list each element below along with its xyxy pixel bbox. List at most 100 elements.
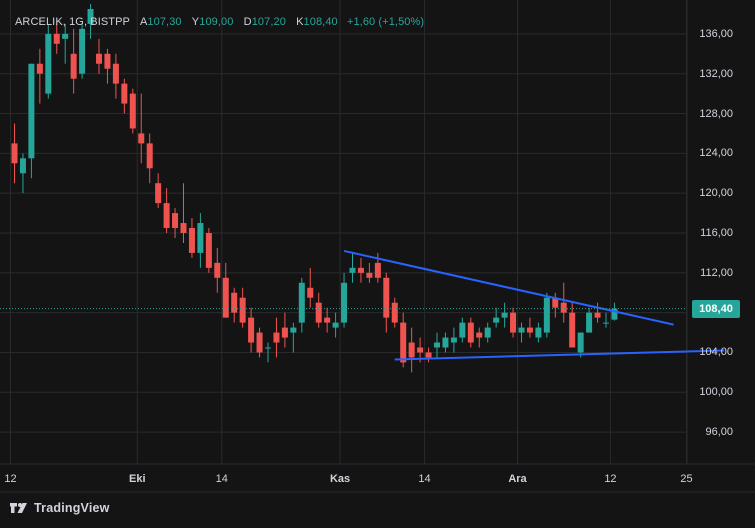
candle (163, 188, 170, 233)
candle (408, 327, 415, 373)
candle-body (560, 302, 567, 313)
candle-body (197, 223, 204, 253)
symbol-name[interactable]: ARCELIK, 1G, BISTPP (15, 16, 130, 28)
candle-body (586, 312, 593, 333)
candle-body (188, 228, 195, 253)
x-tick-label: 25 (680, 473, 693, 485)
candle (425, 347, 432, 363)
candle-body (205, 233, 212, 268)
tradingview-logo-icon (10, 503, 27, 513)
candle-body (307, 287, 314, 298)
trendline-upper[interactable] (343, 249, 674, 326)
candle (290, 322, 297, 353)
candles (11, 4, 618, 373)
candle-body (408, 342, 415, 358)
candle-body (535, 327, 542, 338)
candle (543, 292, 550, 338)
open-value: 107,30 (147, 16, 182, 28)
candle (315, 292, 322, 328)
candle-body (172, 213, 179, 229)
high-label: Y (191, 16, 200, 28)
candle (36, 48, 43, 104)
candle (586, 307, 593, 333)
candle (62, 23, 69, 64)
low-value: 107,20 (251, 16, 286, 28)
candle-body (611, 308, 618, 320)
candle (560, 282, 567, 323)
candle (231, 287, 238, 323)
candle-body (417, 347, 424, 353)
candle-body (332, 322, 339, 328)
grid-lines (0, 0, 687, 464)
candle-body (138, 133, 145, 144)
x-tick-label: 14 (215, 473, 228, 485)
candle (332, 312, 339, 338)
candle-body (11, 143, 18, 164)
candle-body (265, 347, 271, 349)
candle-body (526, 327, 533, 333)
candle-body (510, 312, 517, 333)
candle-body (62, 33, 69, 39)
candle-body (19, 158, 26, 174)
candle (552, 292, 559, 318)
y-tick-label: 124,00 (699, 147, 733, 160)
candle-body (155, 183, 162, 204)
candle-body (36, 63, 43, 74)
candle (172, 208, 179, 238)
candle-body (434, 342, 440, 348)
candle (214, 247, 221, 293)
candle (442, 332, 449, 353)
candle-body (231, 292, 238, 313)
candle-body (341, 282, 348, 323)
candle (45, 23, 52, 99)
candle-body (315, 302, 322, 323)
candle-body (476, 332, 483, 338)
symbol-legend[interactable]: ARCELIK, 1G, BISTPP A107,30 Y109,00 D107… (15, 16, 424, 28)
candle (391, 297, 398, 328)
candle (577, 332, 584, 358)
trendlines[interactable] (343, 249, 725, 361)
candle-body (121, 83, 128, 104)
candle (467, 317, 474, 348)
candle (239, 287, 246, 328)
close-label: K (296, 16, 304, 28)
open-label: A (139, 16, 148, 28)
candle-body (273, 332, 280, 343)
y-tick-label: 132,00 (699, 67, 733, 80)
candle-body (459, 322, 466, 338)
candle-body (493, 317, 500, 323)
candle-body (239, 297, 246, 323)
trendline-lower[interactable] (394, 349, 725, 361)
candle-body (450, 337, 457, 343)
candle (298, 277, 305, 333)
candle-body (391, 302, 398, 323)
candle (155, 173, 162, 209)
candle (205, 228, 212, 273)
candle (19, 153, 26, 194)
y-tick-label: 96,00 (705, 426, 733, 439)
brand-name: TradingView (34, 501, 110, 515)
candle (476, 327, 483, 348)
candle (248, 307, 255, 353)
candle-body (518, 327, 525, 333)
candle (265, 342, 271, 363)
low-label: D (243, 16, 252, 28)
candle-body (594, 312, 601, 318)
y-tick-label: 112,00 (700, 266, 733, 279)
x-tick-label: Kas (329, 473, 351, 485)
candle-body (569, 312, 576, 348)
candle-body (112, 63, 119, 84)
candle (112, 53, 119, 99)
candle (180, 183, 187, 243)
y-tick-label: 136,00 (699, 27, 733, 40)
x-tick-label: 14 (418, 473, 431, 485)
candle-body (87, 8, 94, 24)
candle (129, 88, 136, 134)
tradingview-brand[interactable]: TradingView (10, 501, 110, 515)
candle-body (467, 322, 474, 343)
candle (518, 322, 525, 343)
y-tick-label: 120,00 (699, 187, 733, 200)
candle-body (256, 332, 263, 353)
